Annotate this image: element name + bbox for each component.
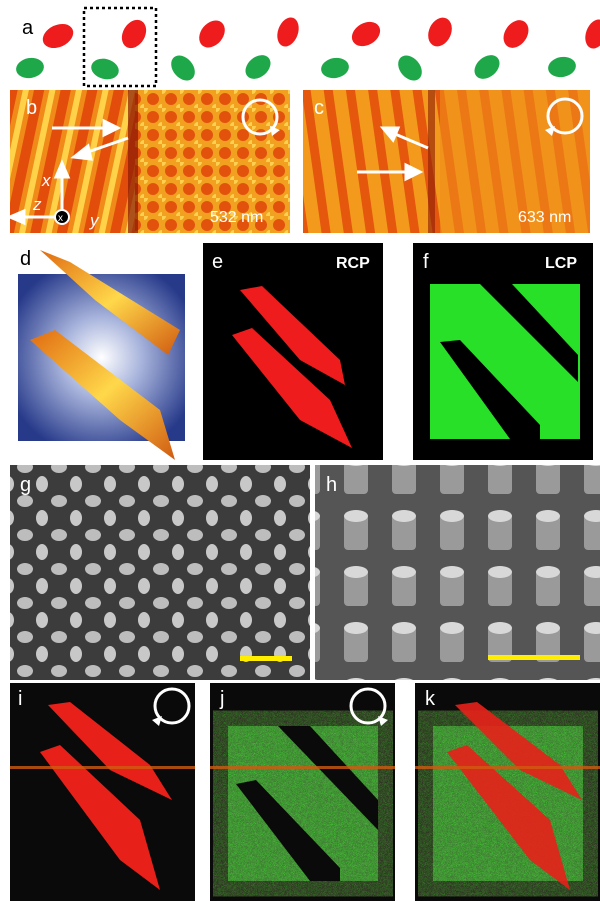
panel-label: a xyxy=(22,17,34,39)
panel-i: i xyxy=(10,683,195,901)
panel-label: k xyxy=(425,688,436,710)
polarization-label: LCP xyxy=(545,255,577,272)
panel-d: d xyxy=(18,248,185,460)
panel-h: h xyxy=(315,465,600,680)
panel-g: g xyxy=(10,465,310,680)
panel-label: e xyxy=(212,251,223,273)
axis-label: y xyxy=(89,211,100,230)
wavelength-label: 532 nm xyxy=(210,209,263,226)
panel-k: k xyxy=(415,683,600,901)
polarization-label: RCP xyxy=(336,255,370,272)
panel-label: d xyxy=(20,248,31,270)
panel-label: c xyxy=(314,97,324,119)
svg-text:x: x xyxy=(58,213,63,224)
panel-label: f xyxy=(423,251,429,273)
panel-label: i xyxy=(18,688,22,710)
panel-label: h xyxy=(326,474,337,496)
axis-label: x xyxy=(41,171,51,190)
axis-label: z xyxy=(32,195,42,214)
wavelength-label: 633 nm xyxy=(518,209,571,226)
panel-b: b x x z y 532 nm xyxy=(10,90,290,233)
panel-c: c 633 nm xyxy=(303,90,590,233)
panel-e: e RCP xyxy=(203,243,383,460)
panel-label: g xyxy=(20,474,31,496)
panel-f: f LCP xyxy=(413,243,593,460)
panel-a: a xyxy=(14,8,600,86)
figure: a b x x z y 532 nm c xyxy=(0,0,600,901)
panel-label: j xyxy=(219,688,224,710)
panel-label: b xyxy=(26,97,37,119)
panel-j: j xyxy=(210,683,395,901)
